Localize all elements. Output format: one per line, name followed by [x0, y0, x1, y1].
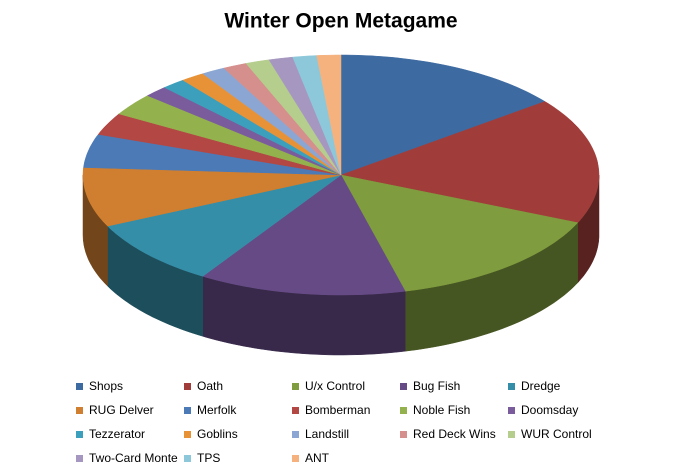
- slice: [82, 167, 342, 227]
- legend-label: Goblins: [197, 427, 238, 441]
- legend-label: Dredge: [521, 379, 561, 393]
- legend-swatch: [508, 431, 515, 438]
- slice: [316, 54, 342, 176]
- slice: [163, 79, 342, 176]
- slice: [340, 174, 579, 292]
- legend-label: Noble Fish: [413, 403, 470, 417]
- legend-label: Oath: [197, 379, 223, 393]
- legend-swatch: [76, 431, 83, 438]
- slice: [107, 174, 342, 277]
- legend-swatch: [184, 431, 191, 438]
- slice: [97, 113, 342, 176]
- slice: [146, 87, 342, 176]
- legend-label: RUG Delver: [89, 403, 154, 417]
- legend-label: WUR Control: [521, 427, 592, 441]
- legend-swatch: [400, 383, 407, 390]
- slice: [340, 54, 546, 176]
- slice: [182, 73, 342, 176]
- legend-swatch: [76, 383, 83, 390]
- legend-label: Bug Fish: [413, 379, 460, 393]
- legend-label: TPS: [197, 451, 220, 465]
- legend-swatch: [400, 431, 407, 438]
- legend-swatch: [400, 407, 407, 414]
- legend-label: Landstill: [305, 427, 349, 441]
- chart-title: Winter Open Metagame: [224, 10, 457, 33]
- legend-label: Red Deck Wins: [413, 427, 496, 441]
- legend-label: Merfolk: [197, 403, 237, 417]
- legend-label: ANT: [305, 451, 330, 465]
- legend-swatch: [184, 407, 191, 414]
- slice: [202, 67, 342, 176]
- slice: [292, 55, 342, 176]
- slice: [223, 63, 342, 176]
- legend-swatch: [508, 407, 515, 414]
- slice: [268, 56, 342, 176]
- legend-swatch: [292, 455, 299, 462]
- legend-label: Bomberman: [305, 403, 370, 417]
- slice: [245, 59, 342, 176]
- slice: [340, 101, 600, 223]
- legend-label: Tezzerator: [89, 427, 145, 441]
- legend-label: U/x Control: [305, 379, 365, 393]
- legend-swatch: [76, 407, 83, 414]
- slice: [118, 95, 342, 176]
- legend-swatch: [292, 431, 299, 438]
- legend-label: Shops: [89, 379, 123, 393]
- legend-swatch: [508, 383, 515, 390]
- legend-swatch: [292, 407, 299, 414]
- legend-swatch: [184, 383, 191, 390]
- legend-swatch: [76, 455, 83, 462]
- slice: [83, 134, 342, 176]
- legend-swatch: [292, 383, 299, 390]
- slice: [202, 174, 406, 296]
- legend-swatch: [184, 455, 191, 462]
- legend-label: Two-Card Monte: [89, 451, 178, 465]
- legend-label: Doomsday: [521, 403, 578, 417]
